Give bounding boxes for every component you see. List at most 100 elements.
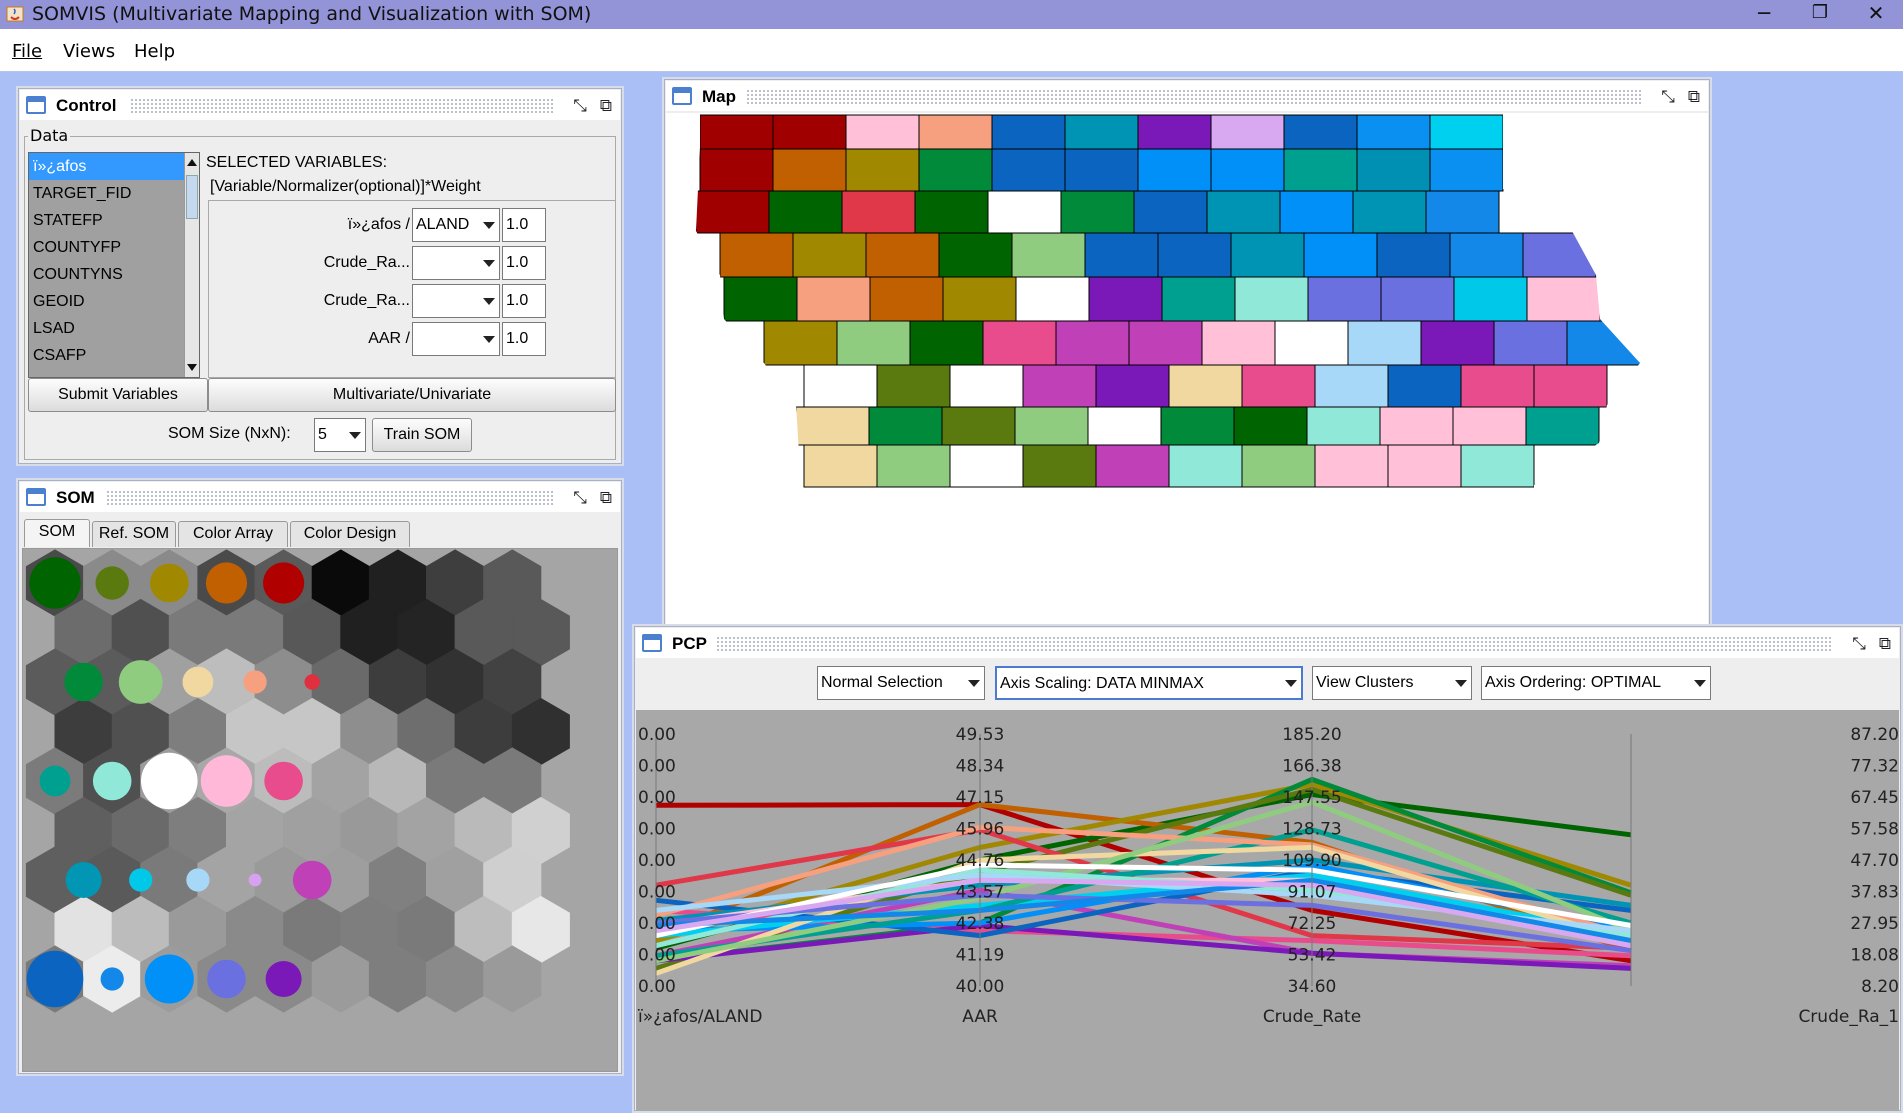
county-polygon[interactable] [845,148,920,192]
som-tab[interactable]: Color Array [178,521,288,547]
variable-list-item[interactable]: CSAFP [33,347,87,364]
variable-list-item[interactable]: TARGET_FID [33,185,132,202]
pcp-panel-header[interactable]: PCP ⤡ ⧉ [636,628,1899,658]
variable-list-item[interactable]: COUNTYNS [33,266,123,283]
variable-list-item[interactable]: LSAD [33,320,75,337]
multivariate-univariate-button[interactable]: Multivariate/Univariate [208,378,616,412]
restore-icon[interactable]: ⤡ [573,96,587,116]
som-node-circle[interactable] [248,873,262,887]
county-polygon[interactable] [719,232,794,278]
county-polygon[interactable] [1234,276,1309,322]
county-polygon[interactable] [1210,148,1285,192]
county-polygon[interactable] [1453,276,1528,322]
weight-field[interactable]: 1.0 [502,284,546,318]
county-polygon[interactable] [1356,148,1431,192]
county-polygon[interactable] [1352,190,1427,234]
pcp-data-line[interactable] [655,877,1632,944]
county-polygon[interactable] [772,148,847,192]
weight-field[interactable]: 1.0 [502,208,546,242]
county-polygon[interactable] [1533,364,1608,408]
variable-list-item[interactable]: STATEFP [33,212,103,229]
som-node-circle[interactable] [64,662,103,702]
county-polygon[interactable] [938,232,1013,278]
maximize-icon[interactable]: ⧉ [1687,87,1701,107]
weight-field[interactable]: 1.0 [502,246,546,280]
county-polygon[interactable] [1241,364,1316,408]
county-polygon[interactable] [1161,276,1236,322]
variable-list-item[interactable]: COUNTYFP [33,239,121,256]
weight-field[interactable]: 1.0 [502,322,546,356]
som-node-circle[interactable] [26,950,84,1008]
county-polygon[interactable] [795,406,870,446]
county-polygon[interactable] [1387,364,1462,408]
county-polygon[interactable] [1379,406,1454,446]
county-polygon[interactable] [1279,190,1354,234]
variable-list-scrollbar[interactable] [184,153,199,377]
county-polygon[interactable] [1493,320,1568,366]
county-polygon[interactable] [1168,364,1243,408]
county-polygon[interactable] [845,114,920,150]
county-polygon[interactable] [1425,190,1500,234]
county-polygon[interactable] [1303,232,1378,278]
county-polygon[interactable] [1137,148,1212,192]
restore-icon[interactable]: ⤡ [1852,634,1866,654]
som-tab[interactable]: Ref. SOM [92,521,176,547]
county-polygon[interactable] [1525,406,1600,446]
axis-ordering-select[interactable]: Axis Ordering: OPTIMAL [1481,666,1711,700]
county-polygon[interactable] [803,444,878,488]
county-polygon[interactable] [1306,406,1381,446]
county-polygon[interactable] [796,276,871,322]
county-polygon[interactable] [1014,406,1089,446]
som-node-circle[interactable] [118,660,163,704]
county-polygon[interactable] [1087,406,1162,446]
pcp-data-line[interactable] [655,862,1632,939]
som-node-circle[interactable] [207,959,246,999]
submit-variables-button[interactable]: Submit Variables [28,378,208,412]
county-polygon[interactable] [949,364,1024,408]
county-polygon[interactable] [1230,232,1305,278]
county-polygon[interactable] [1084,232,1159,278]
parallel-coordinates-plot[interactable]: 0.00 0.00 0.00 0.00 0.00 0.00 0.00 0.00 0.00 ï»¿a… [636,710,1899,1111]
map-panel-header[interactable]: Map ⤡ ⧉ [666,81,1708,111]
county-polygon[interactable] [1452,406,1527,446]
county-polygon[interactable] [1387,444,1462,488]
county-polygon[interactable] [991,114,1066,150]
som-hexagon[interactable] [483,945,542,1013]
som-node-circle[interactable] [29,557,81,609]
county-polygon[interactable] [1015,276,1090,322]
scroll-up-icon[interactable] [187,159,197,166]
county-polygon[interactable] [1283,114,1358,150]
county-polygon[interactable] [1429,148,1504,192]
som-node-circle[interactable] [304,674,320,690]
restore-icon[interactable]: ⤡ [573,488,587,508]
county-choropleth-map[interactable] [666,113,1708,625]
county-polygon[interactable] [768,190,843,234]
som-node-circle[interactable] [95,566,129,600]
county-polygon[interactable] [941,406,1016,446]
county-polygon[interactable] [1168,444,1243,488]
county-polygon[interactable] [914,190,989,234]
som-node-circle[interactable] [205,562,248,604]
restore-icon[interactable]: ⤡ [1661,87,1675,107]
normalizer-select[interactable] [412,284,500,318]
county-polygon[interactable] [792,232,867,278]
county-polygon[interactable] [1210,114,1285,150]
county-polygon[interactable] [841,190,916,234]
county-polygon[interactable] [1274,320,1349,366]
county-polygon[interactable] [1429,114,1504,150]
county-polygon[interactable] [1206,190,1281,234]
county-polygon[interactable] [1307,276,1382,322]
pcp-data-line[interactable] [655,802,1632,964]
som-node-circle[interactable] [264,761,303,801]
normalizer-select[interactable]: ALAND [412,208,500,242]
county-polygon[interactable] [699,148,774,192]
county-polygon[interactable] [1064,148,1139,192]
som-node-circle[interactable] [129,868,153,892]
county-polygon[interactable] [1157,232,1232,278]
county-polygon[interactable] [869,276,944,322]
som-node-circle[interactable] [65,862,102,898]
normalizer-select[interactable] [412,246,500,280]
som-node-circle[interactable] [150,563,189,603]
som-tab[interactable]: Color Design [290,521,410,547]
som-node-circle[interactable] [243,670,267,694]
